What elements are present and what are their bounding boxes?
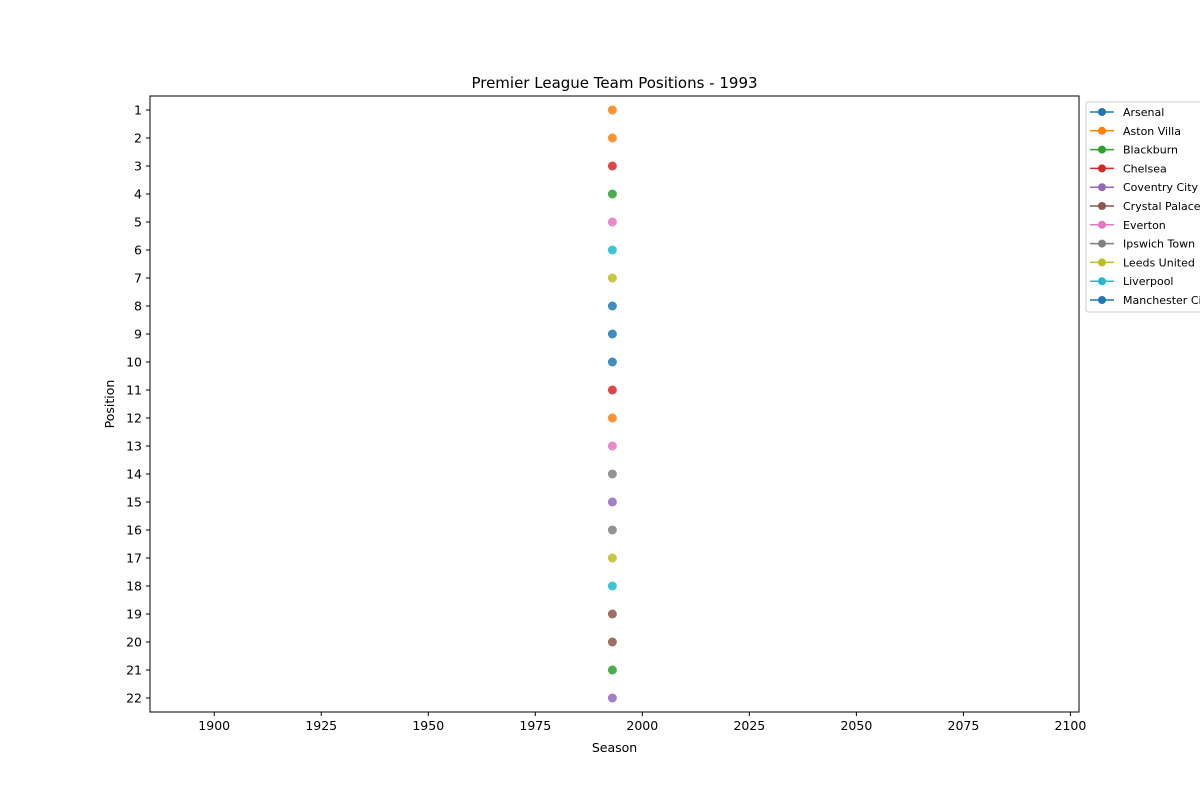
y-tick-label: 17 — [126, 551, 142, 566]
y-tick-label: 21 — [126, 663, 142, 678]
x-tick-label: 1975 — [519, 718, 551, 733]
y-tick-label: 18 — [126, 579, 142, 594]
legend-label: Liverpool — [1123, 275, 1173, 288]
x-axis: 1900 1925 1950 1975 2000 2025 2050 2075 2100 — [198, 712, 1086, 733]
data-point — [607, 301, 617, 311]
legend-label: Chelsea — [1123, 162, 1167, 175]
data-point — [607, 329, 617, 339]
data-point — [607, 385, 617, 395]
legend-label: Leeds United — [1123, 256, 1195, 269]
y-tick-label: 11 — [126, 383, 142, 398]
legend-marker — [1098, 277, 1106, 286]
legend-marker — [1098, 202, 1106, 210]
plot-area — [149, 95, 1080, 713]
y-tick-label: 15 — [126, 495, 142, 510]
data-point — [607, 189, 617, 199]
y-tick-label: 8 — [134, 299, 142, 314]
y-tick-label: 12 — [126, 411, 142, 426]
chart-title: Premier League Team Positions - 1993 — [471, 74, 757, 92]
legend-label: Aston Villa — [1123, 125, 1181, 138]
legend-marker — [1098, 126, 1106, 135]
data-point — [607, 441, 617, 451]
y-tick-label: 7 — [134, 271, 142, 286]
data-point — [607, 413, 617, 423]
x-tick-label: 1925 — [305, 718, 337, 733]
legend-label: Manchester City — [1123, 294, 1200, 307]
data-point — [607, 609, 617, 619]
legend-label: Ipswich Town — [1123, 238, 1195, 251]
x-tick-label: 2050 — [840, 718, 872, 733]
legend-marker — [1098, 220, 1106, 229]
data-point — [607, 161, 617, 171]
legend-marker — [1098, 164, 1106, 173]
y-tick-label: 10 — [126, 355, 142, 370]
data-point — [607, 693, 617, 703]
x-axis-title: Season — [592, 740, 637, 755]
y-tick-label: 4 — [134, 187, 142, 202]
y-tick-label: 20 — [126, 635, 142, 650]
y-tick-label: 6 — [134, 243, 142, 258]
legend-label: Crystal Palace — [1123, 200, 1200, 213]
y-tick-label: 2 — [134, 131, 142, 146]
x-tick-label: 1950 — [412, 718, 444, 733]
y-tick-label: 9 — [134, 327, 142, 342]
x-tick-label: 2100 — [1055, 718, 1087, 733]
data-point — [607, 553, 617, 563]
data-points — [607, 105, 617, 703]
data-point — [607, 105, 617, 115]
legend-marker — [1098, 108, 1106, 116]
y-tick-label: 19 — [126, 607, 142, 622]
data-point — [607, 357, 617, 367]
legend-marker — [1098, 239, 1106, 248]
legend-label: Blackburn — [1123, 144, 1178, 157]
data-point — [607, 133, 617, 143]
x-tick-label: 2075 — [948, 718, 980, 733]
legend-box — [1085, 101, 1200, 313]
legend-marker — [1098, 258, 1106, 267]
legend-marker — [1098, 145, 1106, 154]
legend-marker — [1098, 296, 1106, 304]
y-tick-label: 13 — [126, 439, 142, 454]
x-tick-label: 2000 — [626, 718, 658, 733]
y-tick-label: 22 — [126, 691, 142, 706]
y-tick-label: 1 — [134, 103, 142, 118]
legend-label: Coventry City — [1123, 181, 1199, 194]
data-point — [607, 525, 617, 535]
data-point — [607, 469, 617, 479]
data-point — [607, 217, 617, 227]
legend-marker — [1098, 183, 1106, 192]
data-point — [607, 637, 617, 647]
data-point — [607, 273, 617, 283]
legend: Arsenal Aston Villa Blackburn Chelsea Covent… — [1085, 101, 1200, 313]
y-tick-label: 5 — [134, 215, 142, 230]
data-point — [607, 581, 617, 591]
x-tick-label: 2025 — [733, 718, 765, 733]
data-point — [607, 497, 617, 507]
y-tick-label: 3 — [134, 159, 142, 174]
y-tick-label: 16 — [126, 523, 142, 538]
data-point — [607, 245, 617, 255]
y-tick-label: 14 — [126, 467, 142, 482]
legend-label: Everton — [1123, 219, 1166, 232]
legend-label: Arsenal — [1123, 106, 1164, 119]
data-point — [607, 665, 617, 675]
x-tick-label: 1900 — [198, 718, 230, 733]
y-axis-title: Position — [102, 380, 117, 429]
